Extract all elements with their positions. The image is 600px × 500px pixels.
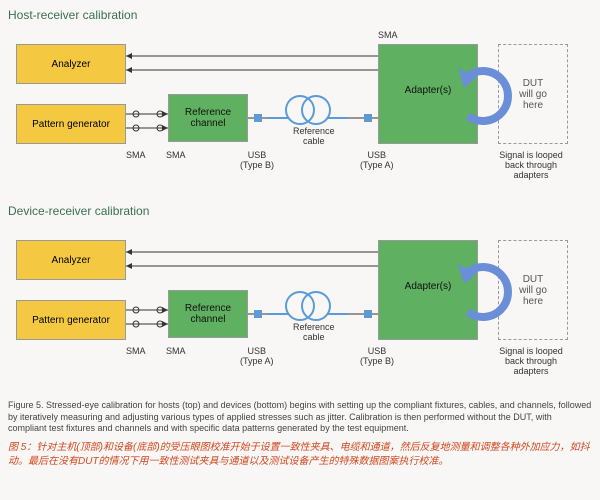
- analyzer-box: Analyzer: [16, 240, 126, 280]
- caption-english: Figure 5. Stressed-eye calibration for h…: [8, 400, 592, 435]
- figure-container: Host-receiver calibration Analyzer Patter…: [8, 8, 592, 469]
- pattern-generator-box: Pattern generator: [16, 104, 126, 144]
- dut-placeholder-box: DUT will go here: [498, 240, 568, 340]
- diagram2: Analyzer Pattern generator Reference chann…: [8, 222, 592, 392]
- usb-label: USB (Type A): [240, 346, 274, 366]
- usb-label: USB (Type B): [240, 150, 274, 170]
- reference-channel-box: Reference channel: [168, 290, 248, 338]
- reference-channel-box: Reference channel: [168, 94, 248, 142]
- usb-label: USB (Type B): [360, 346, 394, 366]
- reference-cable-label: Reference cable: [293, 322, 335, 342]
- sma-label: SMA: [126, 346, 146, 356]
- analyzer-box: Analyzer: [16, 44, 126, 84]
- sma-label: SMA: [166, 150, 186, 160]
- diagram1: Analyzer Pattern generator Reference chann…: [8, 26, 592, 196]
- diagram2-title: Device-receiver calibration: [8, 204, 592, 218]
- adapter-box: Adapter(s): [378, 240, 478, 340]
- diagram1-title: Host-receiver calibration: [8, 8, 592, 22]
- reference-cable-label: Reference cable: [293, 126, 335, 146]
- sma-label: SMA: [126, 150, 146, 160]
- dut-placeholder-box: DUT will go here: [498, 44, 568, 144]
- pattern-generator-box: Pattern generator: [16, 300, 126, 340]
- adapter-box: Adapter(s): [378, 44, 478, 144]
- sma-label: SMA: [378, 30, 398, 40]
- sma-label: SMA: [166, 346, 186, 356]
- caption-chinese: 图 5：针对主机(顶部)和设备(底部)的受压眼图校准开始于设置一致性夹具、电缆和…: [8, 441, 592, 469]
- usb-label: USB (Type A): [360, 150, 394, 170]
- signal-loop-label: Signal is looped back through adapters: [486, 150, 576, 180]
- signal-loop-label: Signal is looped back through adapters: [486, 346, 576, 376]
